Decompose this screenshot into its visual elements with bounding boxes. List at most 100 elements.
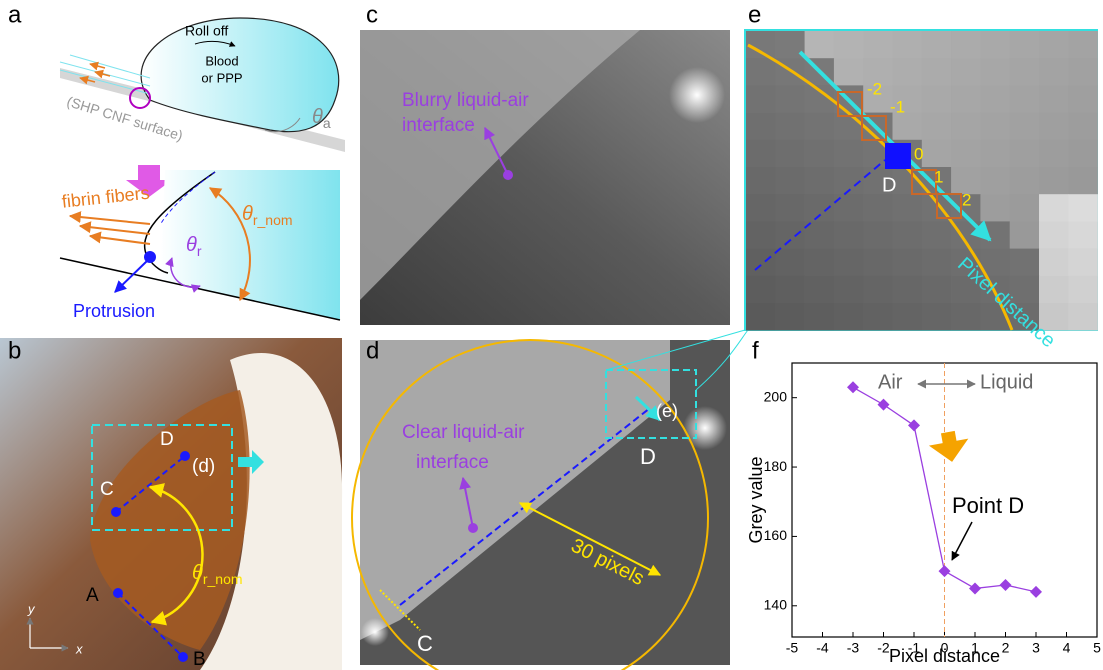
highlight-d (683, 406, 727, 450)
pixel (1039, 249, 1069, 277)
pixel (893, 276, 923, 304)
pixel (863, 249, 893, 277)
pixel (805, 140, 835, 168)
annotation: Air (878, 371, 903, 393)
pixel (834, 58, 864, 85)
pixel (951, 31, 981, 59)
label: B (193, 649, 206, 670)
x-tick-label: 2 (1002, 640, 1010, 656)
y-tick-label: 180 (764, 458, 788, 474)
panel-b (0, 338, 342, 670)
x-tick-label: 5 (1093, 640, 1101, 656)
pixel (805, 31, 835, 59)
pixel (746, 113, 776, 141)
pixel (893, 303, 923, 331)
inset-label: (d) (192, 456, 215, 477)
pixel (1068, 194, 1098, 222)
pixel (746, 194, 776, 222)
pixel (922, 31, 952, 59)
pixel (834, 31, 864, 59)
highlight (669, 67, 725, 123)
subscript: r (197, 243, 202, 259)
label: or PPP (201, 70, 242, 85)
pixel (1068, 140, 1098, 168)
pixel (980, 140, 1010, 168)
figure: -5-4-3-2-1012345140160180200Pixel distan… (0, 0, 1103, 670)
y-axis-title: Grey value (746, 456, 766, 543)
symbol: θ (192, 562, 203, 584)
fibrin-arrows (70, 216, 150, 244)
pixel (1068, 31, 1098, 59)
pixel (1068, 303, 1098, 331)
pixel (834, 276, 864, 304)
pixel (1068, 58, 1098, 85)
pixel-index: 0 (914, 144, 923, 163)
pixel (775, 249, 805, 277)
pixel (805, 167, 835, 195)
point-a (113, 588, 123, 598)
pixel (922, 221, 952, 249)
pixel (893, 221, 923, 249)
pixel-index: 1 (934, 167, 943, 186)
pixel (863, 194, 893, 222)
pixel (1010, 249, 1040, 277)
pixel (893, 113, 923, 141)
subscript: r_nom (203, 571, 243, 587)
note-dot-c (503, 170, 513, 180)
label: Blurry liquid-air (402, 90, 529, 111)
panel-label: a (8, 1, 22, 28)
pixel (922, 58, 952, 85)
x-tick-label: -4 (816, 640, 829, 656)
label: A (86, 585, 99, 606)
roll-off: Roll off (185, 23, 228, 39)
data-line (853, 387, 1036, 592)
pixel (893, 194, 923, 222)
pixel (1010, 221, 1040, 249)
pixel (834, 221, 864, 249)
x-axis-title: Pixel distance (889, 646, 1000, 666)
note-dot-d (468, 523, 478, 533)
point-c (111, 507, 121, 517)
data-point (939, 565, 951, 577)
pixel (1068, 85, 1098, 113)
pixel (922, 113, 952, 141)
data-point (878, 399, 890, 411)
pixel (951, 85, 981, 113)
pixel (1068, 167, 1098, 195)
pixel (893, 31, 923, 59)
pixel (1010, 194, 1040, 222)
pixel (863, 221, 893, 249)
pixel (805, 249, 835, 277)
pixel (834, 303, 864, 331)
drop-arrow (927, 429, 972, 465)
data-point (847, 381, 859, 393)
data-point (1000, 579, 1012, 591)
pixel (775, 167, 805, 195)
point-d (180, 451, 190, 461)
pixel (775, 85, 805, 113)
y-tick-label: 140 (764, 596, 788, 612)
pixel (775, 140, 805, 168)
pixel (893, 58, 923, 85)
panel-label: f (752, 337, 759, 364)
x-tick-label: 4 (1063, 640, 1071, 656)
pixel (922, 85, 952, 113)
panel-label: c (366, 1, 378, 28)
pixel (1010, 113, 1040, 141)
pixel-index: -2 (867, 79, 882, 98)
panel-label: e (748, 1, 761, 28)
pixel (746, 249, 776, 277)
label: C (100, 479, 114, 500)
pixel (922, 140, 952, 168)
pixel (775, 276, 805, 304)
pixel (1068, 113, 1098, 141)
label: interface (402, 115, 475, 136)
pixel (775, 303, 805, 331)
pixel (775, 194, 805, 222)
pixel (1039, 140, 1069, 168)
label: Clear liquid-air (402, 422, 525, 443)
pixel (1039, 58, 1069, 85)
x-tick-label: -3 (847, 640, 860, 656)
label: Blood (205, 53, 238, 68)
pixel (863, 276, 893, 304)
